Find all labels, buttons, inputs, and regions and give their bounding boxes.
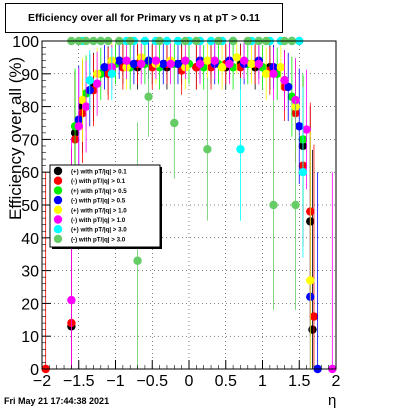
data-point <box>181 56 190 65</box>
data-point <box>236 145 245 154</box>
data-point <box>225 59 234 69</box>
legend-marker <box>53 176 63 185</box>
legend-entry-label: (-) with pT/|q| > 0.5 <box>71 198 126 205</box>
data-point <box>291 200 300 210</box>
y-tick-label: 100 <box>12 34 39 51</box>
data-points <box>41 36 337 374</box>
data-point <box>100 63 109 72</box>
data-point <box>247 59 256 69</box>
legend-entry-label: (+) with pT/|q| > 1.0 <box>71 207 127 214</box>
legend-marker <box>53 225 63 234</box>
data-point <box>114 56 124 65</box>
legend-shadow <box>52 247 162 249</box>
x-axis-label: η <box>328 392 337 409</box>
data-point <box>232 53 241 62</box>
legend-entry-label: (+) with pT/|q| > 3.0 <box>71 227 127 234</box>
data-point <box>203 145 212 154</box>
data-point <box>195 59 205 69</box>
data-point <box>308 325 317 334</box>
data-point <box>133 256 142 265</box>
x-tick-label: −2 <box>33 373 51 390</box>
legend-marker <box>53 166 63 176</box>
y-tick-label: 20 <box>21 296 39 313</box>
legend-entry-label: (+) with pT/|q| > 0.1 <box>71 169 127 176</box>
data-point <box>67 295 76 305</box>
data-point <box>74 122 83 131</box>
data-point <box>309 312 319 321</box>
data-point <box>170 118 179 128</box>
legend-marker <box>53 195 63 205</box>
data-point <box>302 125 311 134</box>
data-point <box>217 63 227 72</box>
data-point <box>298 168 308 177</box>
y-tick-label: 50 <box>21 198 39 215</box>
x-tick-label: 1.5 <box>288 373 310 390</box>
y-tick-label: 80 <box>21 100 39 117</box>
data-point <box>85 76 94 85</box>
legend-marker <box>53 186 63 195</box>
chart-title: Efficiency over all for Primary vs η at … <box>5 3 283 33</box>
x-tick-label: −1.5 <box>63 373 95 390</box>
y-tick-label: 90 <box>21 67 39 84</box>
y-tick-label: 60 <box>21 165 39 182</box>
data-point <box>107 69 117 79</box>
data-point <box>92 79 102 88</box>
x-axis: −2 −1.5 −1 −0.5 0 0.5 1 1.5 2 <box>33 360 341 390</box>
data-point <box>261 69 271 79</box>
data-point <box>137 59 146 69</box>
data-point <box>81 102 91 111</box>
data-point <box>306 276 315 285</box>
data-point <box>284 82 293 92</box>
legend-entry-label: (-) with pT/|q| > 0.1 <box>71 178 126 185</box>
data-point <box>280 76 289 85</box>
legend-marker <box>53 215 63 224</box>
legend-entry-label: (+) with pT/|q| > 0.5 <box>71 188 127 195</box>
y-tick-label: 70 <box>21 132 39 149</box>
legend-box <box>49 164 161 248</box>
legend: (+) with pT/|q| > 0.1 (-) with pT/|q| > 0… <box>49 164 162 249</box>
data-point <box>203 56 212 65</box>
x-tick-label: 0.5 <box>215 373 237 390</box>
x-tick-label: −0.5 <box>136 373 168 390</box>
data-point <box>269 200 278 210</box>
x-tick-label: −1 <box>106 373 124 390</box>
y-tick-label: 0 <box>30 362 39 379</box>
timestamp: Fri May 21 17:44:38 2021 <box>4 396 110 406</box>
data-point <box>122 56 131 65</box>
data-point <box>254 59 264 69</box>
y-axis-label: Efficiency over all (%) <box>6 56 25 220</box>
data-point <box>144 92 153 101</box>
legend-marker <box>53 234 63 244</box>
legend-entry-label: (-) with pT/|q| > 1.0 <box>71 217 126 224</box>
data-point <box>173 59 183 69</box>
y-tick-label: 10 <box>21 329 39 346</box>
y-tick-label: 30 <box>21 264 39 281</box>
data-point <box>151 56 161 65</box>
data-point <box>159 59 168 69</box>
data-point <box>269 69 278 79</box>
x-tick-label: 2 <box>332 373 341 390</box>
x-tick-label: 0 <box>185 373 194 390</box>
data-point <box>295 122 304 131</box>
y-axis: 0 10 20 30 40 50 60 70 80 90 100 <box>12 34 51 379</box>
y-tick-label: 40 <box>21 231 39 248</box>
data-point <box>129 59 139 69</box>
data-point <box>166 59 175 69</box>
legend-marker <box>53 205 63 214</box>
data-point <box>78 95 87 105</box>
data-point <box>210 56 219 65</box>
x-tick-label: 1 <box>258 373 267 390</box>
data-point <box>239 56 249 65</box>
legend-entry-label: (-) with pT/|q| > 3.0 <box>71 236 126 243</box>
data-point <box>276 63 286 72</box>
legend-shadow <box>160 167 162 249</box>
